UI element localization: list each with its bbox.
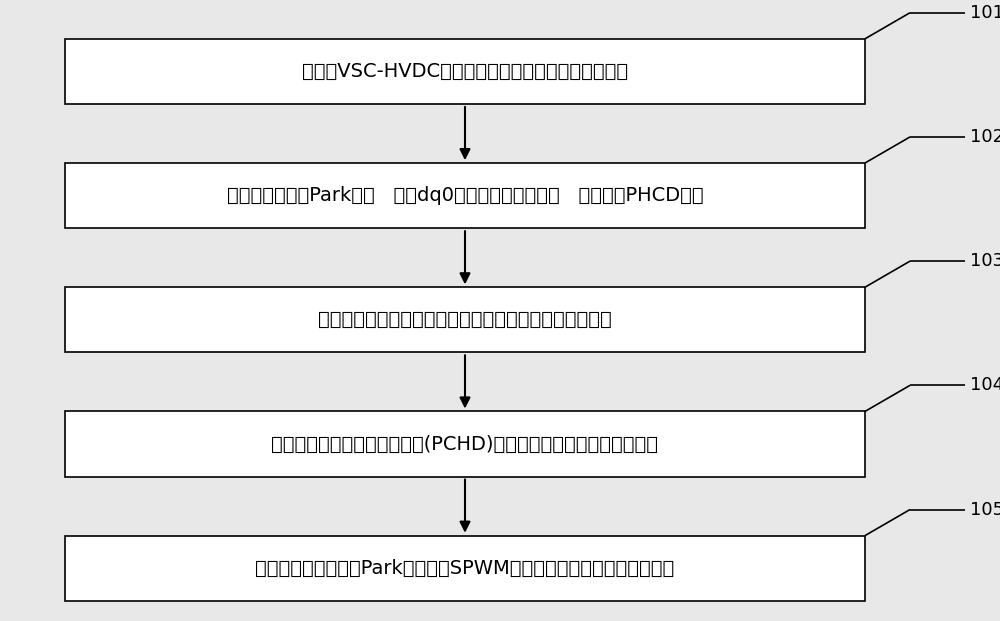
- Bar: [65, 412, 865, 477]
- Bar: [65, 163, 865, 228]
- Text: 对所述模型进行Park变换   得到dq0坐标系下的数学模型   并改写成PHCD形式: 对所述模型进行Park变换 得到dq0坐标系下的数学模型 并改写成PHCD形式: [227, 186, 703, 205]
- Bar: [65, 535, 865, 601]
- Text: 101: 101: [970, 4, 1000, 22]
- Text: 104: 104: [970, 376, 1000, 394]
- Text: 利用端口受控耗散哈密顿系统(PCHD)的反馈锁定原理解出无源控制率: 利用端口受控耗散哈密顿系统(PCHD)的反馈锁定原理解出无源控制率: [272, 435, 658, 453]
- Bar: [65, 287, 865, 353]
- Text: 根据换流器的控制目标及功率平衡关系确定内环参考电流: 根据换流器的控制目标及功率平衡关系确定内环参考电流: [318, 310, 612, 329]
- Text: 102: 102: [970, 128, 1000, 146]
- Text: 105: 105: [970, 501, 1000, 519]
- Text: 将原系统的控制量经Park逆变换和SPWM得到控制信号完成控制器的设计: 将原系统的控制量经Park逆变换和SPWM得到控制信号完成控制器的设计: [255, 559, 675, 578]
- Bar: [65, 39, 865, 104]
- Text: 建立了VSC-HVDC系统在三相静止坐标系下的数学模型: 建立了VSC-HVDC系统在三相静止坐标系下的数学模型: [302, 62, 628, 81]
- Text: 103: 103: [970, 252, 1000, 270]
